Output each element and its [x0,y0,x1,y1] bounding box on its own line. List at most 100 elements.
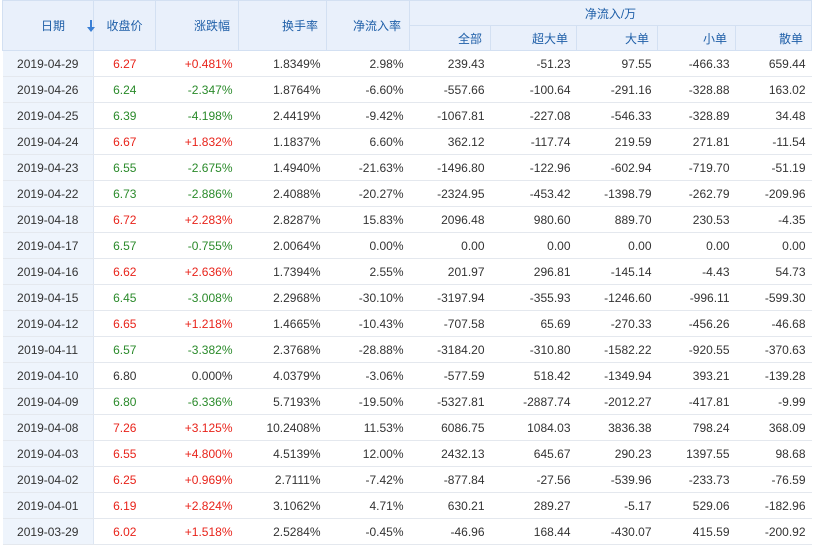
net-flow-group-header: 净流入/万 [408,0,813,26]
net-all-cell: 6086.75 [409,414,491,441]
table-row[interactable]: 2019-04-01 6.19 +2.824% 3.1062% 4.71% 630.21 2… [2,492,812,519]
date-cell: 2019-04-29 [2,50,94,77]
net-small-cell: 1397.55 [657,440,736,467]
change-cell: -3.382% [155,336,239,363]
net-super-cell: 0.00 [490,232,577,259]
close-cell: 6.39 [93,102,156,129]
col-retail-header[interactable]: 散单 [734,25,813,51]
table-row[interactable]: 2019-04-17 6.57 -0.755% 2.0064% 0.00% 0.00 0.0… [2,232,812,259]
net-large-cell: -546.33 [576,102,658,129]
net-super-cell: -122.96 [490,154,577,181]
net-ratio-cell: -20.27% [326,180,410,207]
table-row[interactable]: 2019-03-29 6.02 +1.518% 2.5284% -0.45% -46.96… [2,518,812,545]
change-cell: +1.518% [155,518,239,545]
table-row[interactable]: 2019-04-16 6.62 +2.636% 1.7394% 2.55% 201.97 2… [2,258,812,285]
table-row[interactable]: 2019-04-26 6.24 -2.347% 1.8764% -6.60% -557.6… [2,76,812,103]
net-large-cell: 0.00 [576,232,658,259]
net-ratio-cell: 11.53% [326,414,410,441]
col-change-header[interactable]: 涨跌幅 [155,0,239,51]
table-row[interactable]: 2019-04-03 6.55 +4.800% 4.5139% 12.00% 2432.1… [2,440,812,467]
change-cell: +1.832% [155,128,239,155]
net-ratio-cell: -9.42% [326,102,410,129]
date-cell: 2019-04-15 [2,284,94,311]
net-ratio-cell: 12.00% [326,440,410,467]
net-retail-cell: -182.96 [735,492,812,519]
table-row[interactable]: 2019-04-11 6.57 -3.382% 2.3768% -28.88% -3184… [2,336,812,363]
net-all-cell: 239.43 [409,50,491,77]
net-super-cell: -227.08 [490,102,577,129]
change-cell: +2.636% [155,258,239,285]
net-all-cell: 201.97 [409,258,491,285]
close-cell: 6.02 [93,518,156,545]
net-small-cell: -920.55 [657,336,736,363]
net-small-cell: -262.79 [657,180,736,207]
col-net-ratio-header[interactable]: 净流入率 [326,0,410,51]
change-cell: -0.755% [155,232,239,259]
date-cell: 2019-04-08 [2,414,94,441]
net-large-cell: 3836.38 [576,414,658,441]
close-cell: 6.24 [93,76,156,103]
col-super-header[interactable]: 超大单 [490,25,577,51]
col-all-header[interactable]: 全部 [409,25,491,51]
net-ratio-cell: 2.55% [326,258,410,285]
net-large-cell: -1349.94 [576,362,658,389]
col-date-header[interactable]: 日期 [2,0,96,51]
table-row[interactable]: 2019-04-10 6.80 0.000% 4.0379% -3.06% -577.59… [2,362,812,389]
date-cell: 2019-04-10 [2,362,94,389]
date-cell: 2019-04-03 [2,440,94,467]
net-all-cell: 362.12 [409,128,491,155]
table-row[interactable]: 2019-04-25 6.39 -4.198% 2.4419% -9.42% -1067.… [2,102,812,129]
table-body: 2019-04-29 6.27 +0.481% 1.8349% 2.98% 239.43-… [2,50,812,545]
table-row[interactable]: 2019-04-24 6.67 +1.832% 1.1837% 6.60% 362.12-… [2,128,812,155]
net-all-cell: -2324.95 [409,180,491,207]
net-all-cell: -1496.80 [409,154,491,181]
net-large-cell: -430.07 [576,518,658,545]
turnover-cell: 3.1062% [238,492,327,519]
net-retail-cell: 54.73 [735,258,812,285]
table-row[interactable]: 2019-04-12 6.65 +1.218% 1.4665% -10.43% -707.… [2,310,812,337]
net-retail-cell: -11.54 [735,128,812,155]
date-cell: 2019-04-12 [2,310,94,337]
net-retail-cell: -9.99 [735,388,812,415]
table-row[interactable]: 2019-04-18 6.72 +2.283% 2.8287% 15.83% 2096.4… [2,206,812,233]
net-ratio-cell: -28.88% [326,336,410,363]
table-row[interactable]: 2019-04-23 6.55 -2.675% 1.4940% -21.63% -1496… [2,154,812,181]
change-cell: -6.336% [155,388,239,415]
table-row[interactable]: 2019-04-22 6.73 -2.886% 2.4088% -20.27% -2324… [2,180,812,207]
net-super-cell: 980.60 [490,206,577,233]
net-all-cell: -1067.81 [409,102,491,129]
arrow-down-icon[interactable] [86,19,96,32]
close-cell: 6.80 [93,362,156,389]
net-small-cell: 271.81 [657,128,736,155]
net-retail-cell: 0.00 [735,232,812,259]
date-cell: 2019-04-16 [2,258,94,285]
table-row[interactable]: 2019-04-29 6.27 +0.481% 1.8349% 2.98% 239.43-… [2,50,812,77]
change-cell: -3.008% [155,284,239,311]
turnover-cell: 5.7193% [238,388,327,415]
col-small-header[interactable]: 小单 [657,25,736,51]
net-large-cell: 889.70 [576,206,658,233]
net-super-cell: -100.64 [490,76,577,103]
date-cell: 2019-04-02 [2,466,94,493]
net-ratio-cell: 2.98% [326,50,410,77]
change-cell: -2.347% [155,76,239,103]
table-row[interactable]: 2019-04-02 6.25 +0.969% 2.7111% -7.42% -877.8… [2,466,812,493]
net-all-cell: 2432.13 [409,440,491,467]
col-turnover-header[interactable]: 换手率 [238,0,327,51]
net-large-cell: -1582.22 [576,336,658,363]
net-super-cell: -51.23 [490,50,577,77]
col-close-header[interactable]: 收盘价 [93,0,156,51]
table-row[interactable]: 2019-04-09 6.80 -6.336% 5.7193% -19.50% -5327… [2,388,812,415]
close-cell: 6.45 [93,284,156,311]
date-cell: 2019-04-09 [2,388,94,415]
net-ratio-cell: -21.63% [326,154,410,181]
turnover-cell: 4.0379% [238,362,327,389]
close-cell: 6.62 [93,258,156,285]
table-row[interactable]: 2019-04-08 7.26 +3.125% 10.2408% 11.53% 6086.… [2,414,812,441]
net-large-cell: -1398.79 [576,180,658,207]
col-large-header[interactable]: 大单 [576,25,658,51]
table-row[interactable]: 2019-04-15 6.45 -3.008% 2.2968% -30.10% -3197… [2,284,812,311]
net-small-cell: -719.70 [657,154,736,181]
net-all-cell: -5327.81 [409,388,491,415]
net-super-cell: -310.80 [490,336,577,363]
